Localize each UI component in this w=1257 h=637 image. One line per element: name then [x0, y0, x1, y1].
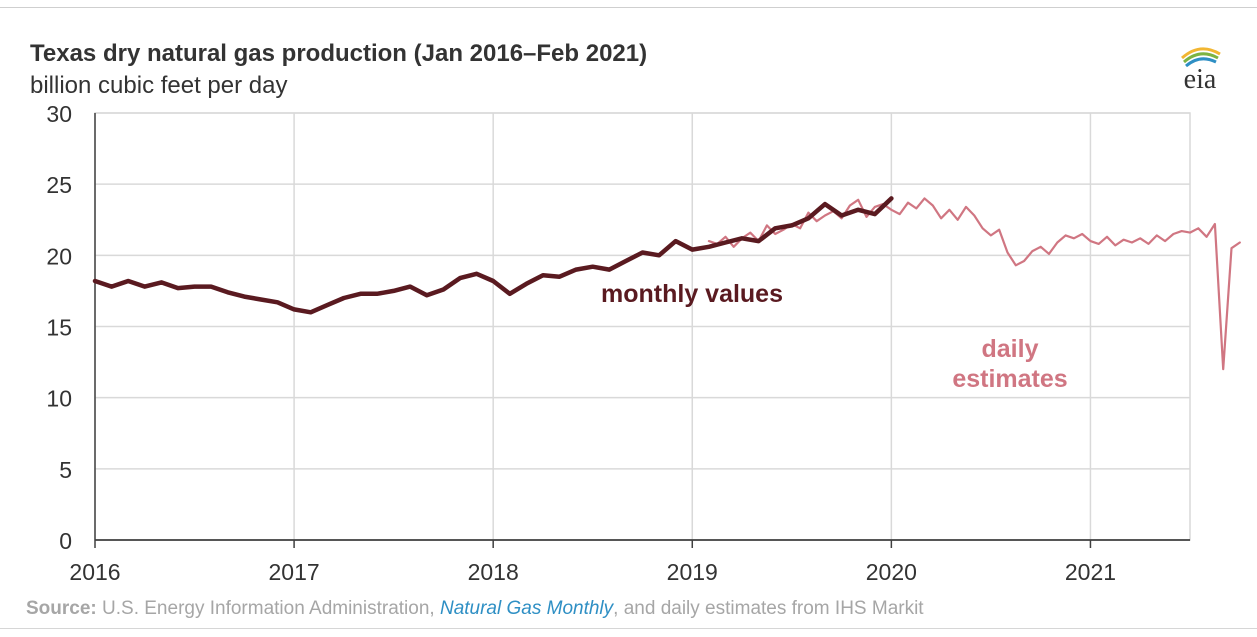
source-text-after: , and daily estimates from IHS Markit [613, 598, 924, 619]
bottom-rule [0, 628, 1257, 629]
y-tick-label: 10 [46, 386, 72, 412]
x-tick-label: 2017 [269, 559, 320, 585]
chart-title: Texas dry natural gas production (Jan 20… [30, 40, 648, 67]
annotation-monthly: monthly values [601, 280, 783, 308]
x-tick-label: 2019 [667, 559, 718, 585]
annotation-daily: daily [982, 335, 1039, 363]
top-rule [0, 7, 1257, 8]
eia-logo: eia [1181, 47, 1221, 94]
eia-logo-text: eia [1184, 64, 1217, 94]
grid-layer [94, 112, 1191, 541]
y-tick-label: 15 [46, 315, 72, 341]
annotation-daily: estimates [952, 365, 1067, 393]
x-tick-label: 2016 [69, 559, 120, 585]
y-tick-label: 5 [59, 457, 72, 483]
source-text-before: U.S. Energy Information Administration, [96, 598, 440, 619]
source-label: Source: [26, 598, 97, 619]
chart-subtitle: billion cubic feet per day [30, 72, 288, 99]
daily-estimates-line [707, 197, 1241, 371]
x-tick-label: 2018 [468, 559, 519, 585]
source-note: Source: U.S. Energy Information Administ… [26, 598, 924, 620]
y-tick-label: 0 [59, 528, 72, 554]
x-tick-label: 2020 [866, 559, 917, 585]
y-tick-label: 20 [46, 243, 72, 269]
monthly-values-line [92, 196, 894, 315]
axis-layer: 0 5 10 15 20 25 30 2016 2017 2018 2019 2020 2021 [46, 101, 1190, 585]
y-tick-label: 25 [46, 172, 72, 198]
source-publication-link[interactable]: Natural Gas Monthly [439, 598, 614, 619]
series-layer [92, 196, 1241, 371]
y-tick-label: 30 [46, 101, 72, 127]
x-tick-label: 2021 [1065, 559, 1116, 585]
